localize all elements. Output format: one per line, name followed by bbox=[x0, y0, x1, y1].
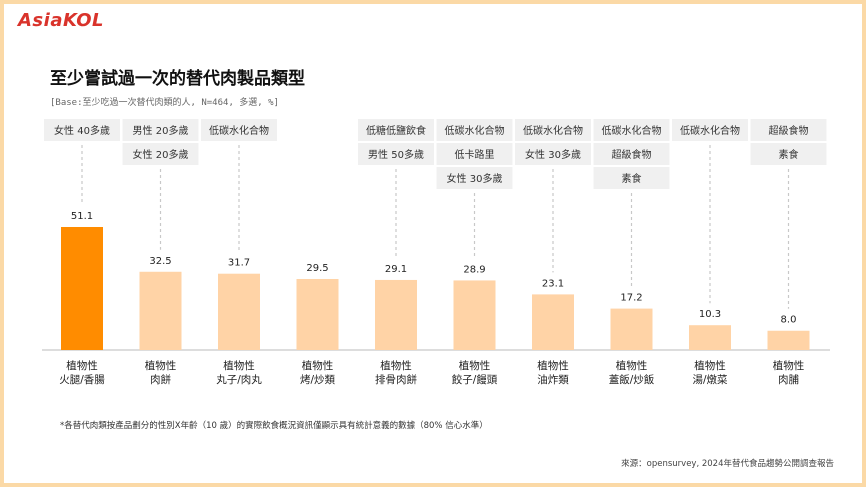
data-label: 29.1 bbox=[385, 264, 407, 275]
insight-tag-label: 低糖低鹽飲食 bbox=[366, 124, 426, 137]
category-label: 植物性 bbox=[145, 359, 177, 372]
insight-tag-box bbox=[750, 143, 827, 165]
insight-tag-box bbox=[436, 143, 513, 165]
data-label: 10.3 bbox=[699, 309, 721, 320]
bar bbox=[296, 278, 339, 350]
brand-logo: AsiaKOL bbox=[18, 10, 105, 31]
insight-tag-box bbox=[436, 119, 513, 141]
insight-tag-box bbox=[515, 119, 591, 141]
insight-tag-box bbox=[44, 119, 120, 141]
insight-tag-box bbox=[122, 119, 199, 141]
data-label: 29.5 bbox=[306, 263, 328, 274]
bar bbox=[767, 330, 810, 350]
insight-tag-box bbox=[593, 119, 670, 141]
insight-tag-box bbox=[358, 119, 434, 141]
insight-tag-label: 女性 40多歲 bbox=[54, 124, 110, 137]
category-label: 植物性 bbox=[773, 359, 805, 372]
insight-tag-box bbox=[750, 119, 827, 141]
insight-tag-label: 女性 30多歲 bbox=[447, 172, 503, 185]
data-label: 8.0 bbox=[781, 315, 797, 326]
insight-tag-label: 超級食物 bbox=[769, 124, 809, 137]
category-label: 植物性 bbox=[694, 359, 726, 372]
bar bbox=[453, 280, 496, 350]
insight-tag-label: 低碳水化合物 bbox=[445, 124, 505, 137]
category-label: 排骨肉餅 bbox=[375, 373, 417, 386]
insight-tag-label: 女性 20多歲 bbox=[133, 148, 189, 161]
data-label: 32.5 bbox=[149, 256, 171, 267]
bar bbox=[532, 294, 574, 350]
insight-tag-label: 素食 bbox=[779, 148, 799, 161]
category-label: 植物性 bbox=[537, 359, 569, 372]
data-label: 31.7 bbox=[228, 258, 250, 269]
bar bbox=[375, 279, 417, 350]
insight-tag-label: 女性 30多歲 bbox=[525, 148, 581, 161]
bar bbox=[610, 308, 653, 350]
page-title: 至少嘗試過一次的替代肉製品類型 bbox=[50, 69, 305, 89]
insight-tag-label: 低碳水化合物 bbox=[523, 124, 583, 137]
insight-tag-box bbox=[201, 119, 277, 141]
insight-tag-label: 低卡路里 bbox=[455, 148, 495, 161]
source-note: 來源：opensurvey, 2024年替代食品趨勢公開調查報告 bbox=[621, 459, 834, 469]
data-label: 51.1 bbox=[71, 211, 93, 222]
insight-tag-label: 低碳水化合物 bbox=[602, 124, 662, 137]
base-note: [Base:至少吃過一次替代肉類的人, N=464, 多選, %] bbox=[50, 98, 279, 108]
insight-tag-box bbox=[122, 143, 199, 165]
bar bbox=[61, 227, 103, 350]
insight-tag-label: 低碳水化合物 bbox=[680, 124, 740, 137]
bar bbox=[218, 273, 260, 350]
bar bbox=[689, 325, 731, 350]
category-label: 植物性 bbox=[616, 359, 648, 372]
category-label: 植物性 bbox=[302, 359, 334, 372]
data-label: 28.9 bbox=[463, 264, 485, 275]
category-label: 丸子/肉丸 bbox=[216, 373, 262, 386]
insight-tag-label: 低碳水化合物 bbox=[209, 124, 269, 137]
category-label: 植物性 bbox=[459, 359, 491, 372]
footnote: *各替代肉類按產品劃分的性別X年齡（10 歲）的實際飲食概況資訊僅顯示具有統計意… bbox=[60, 421, 488, 431]
category-label: 肉脯 bbox=[778, 373, 799, 386]
category-label: 烤/炒類 bbox=[300, 373, 336, 386]
bar bbox=[139, 271, 182, 350]
data-label: 17.2 bbox=[620, 293, 642, 304]
insight-tag-box bbox=[358, 143, 434, 165]
insight-tag-label: 素食 bbox=[622, 172, 642, 185]
insight-tag-box bbox=[672, 119, 748, 141]
category-label: 火腿/香腸 bbox=[59, 374, 105, 386]
insight-tag-box bbox=[593, 143, 670, 165]
category-label: 油炸類 bbox=[537, 373, 569, 386]
insight-tag-box bbox=[436, 167, 513, 189]
category-label: 蓋飯/炒飯 bbox=[609, 373, 655, 386]
category-label: 植物性 bbox=[380, 359, 412, 372]
category-label: 湯/燉菜 bbox=[692, 373, 728, 386]
category-label: 餃子/饅頭 bbox=[452, 373, 498, 386]
insight-tag-box bbox=[515, 143, 591, 165]
category-label: 植物性 bbox=[223, 359, 255, 372]
insight-tag-label: 男性 50多歲 bbox=[368, 148, 424, 161]
category-label: 肉餅 bbox=[150, 373, 171, 386]
category-label: 植物性 bbox=[66, 359, 98, 372]
insight-tag-label: 超級食物 bbox=[612, 148, 652, 161]
insight-tag-box bbox=[593, 167, 670, 189]
data-label: 23.1 bbox=[542, 278, 564, 289]
insight-tag-label: 男性 20多歲 bbox=[133, 124, 189, 137]
